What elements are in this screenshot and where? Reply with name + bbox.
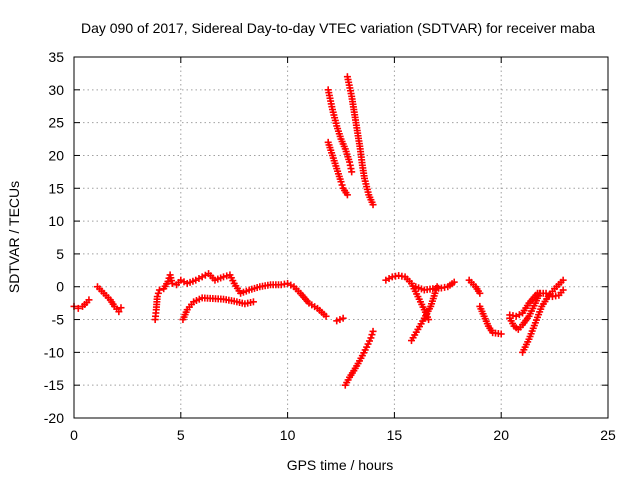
data-point — [117, 304, 125, 312]
y-tick-label: 0 — [56, 279, 64, 295]
data-point — [74, 304, 82, 312]
data-point — [168, 279, 176, 287]
data-point — [343, 191, 351, 199]
data-point — [348, 168, 356, 176]
data-point — [369, 327, 377, 335]
y-axis-label: SDTVAR / TECUs — [6, 181, 22, 293]
x-tick-label: 25 — [600, 427, 616, 443]
y-tick-label: -20 — [44, 410, 64, 426]
axis-ticks — [73, 56, 609, 419]
x-tick-label: 5 — [177, 427, 185, 443]
y-tick-label: 5 — [56, 246, 64, 262]
data-point — [153, 293, 161, 301]
y-tick-label: 25 — [48, 115, 64, 131]
x-tick-label: 20 — [493, 427, 509, 443]
tick-labels: 0 5 10 15 20 25 -20 -15 -10 -5 0 5 10 15 20 25 30 35 — [44, 49, 616, 443]
grid — [74, 57, 608, 418]
y-tick-label: 35 — [48, 49, 64, 65]
plot-frame — [73, 56, 609, 419]
data-point — [115, 308, 123, 316]
data-point — [497, 330, 505, 338]
y-tick-label: -5 — [52, 312, 65, 328]
x-tick-label: 15 — [387, 427, 403, 443]
data-point — [476, 289, 484, 297]
data-point — [333, 317, 341, 325]
data-point — [536, 289, 544, 297]
data-point — [450, 278, 458, 286]
x-tick-label: 10 — [280, 427, 296, 443]
chart-title: Day 090 of 2017, Sidereal Day-to-day VTE… — [81, 20, 595, 36]
data-point — [425, 316, 433, 324]
data-point — [336, 316, 344, 324]
y-tick-label: 20 — [48, 147, 64, 163]
x-axis-label: GPS time / hours — [287, 457, 394, 473]
data-point — [367, 334, 375, 342]
data-point — [155, 286, 163, 294]
data-point — [322, 312, 330, 320]
data-point — [559, 276, 567, 284]
y-tick-label: -15 — [44, 377, 64, 393]
data-point — [339, 314, 347, 322]
data-point — [223, 272, 231, 280]
y-tick-label: 15 — [48, 180, 64, 196]
data-point — [559, 286, 567, 294]
x-tick-label: 0 — [70, 427, 78, 443]
data-point — [249, 298, 257, 306]
data-point — [220, 273, 228, 281]
y-tick-label: 30 — [48, 82, 64, 98]
data-points — [70, 73, 567, 389]
data-point — [368, 331, 376, 339]
data-point — [338, 181, 346, 189]
data-point — [337, 178, 345, 186]
data-point — [164, 277, 172, 285]
data-point — [369, 201, 377, 209]
data-point — [85, 296, 93, 304]
y-tick-label: -10 — [44, 344, 64, 360]
y-tick-label: 10 — [48, 213, 64, 229]
data-point — [154, 289, 162, 297]
